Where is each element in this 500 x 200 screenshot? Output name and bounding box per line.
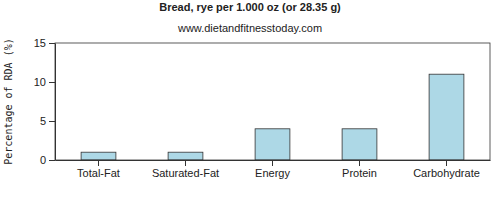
y-tick: 10 bbox=[34, 76, 55, 88]
bar bbox=[168, 152, 203, 160]
y-axis-line bbox=[55, 44, 56, 161]
x-tick: Saturated-Fat bbox=[152, 160, 219, 179]
y-axis: 0 5 10 15 bbox=[34, 37, 56, 166]
subtitle: www.dietandfitnesstoday.com bbox=[177, 22, 322, 34]
y-tick-label: 0 bbox=[40, 154, 46, 166]
x-tick-mark bbox=[98, 160, 99, 166]
x-tick-label: Total-Fat bbox=[77, 167, 120, 179]
x-tick-label: Protein bbox=[342, 167, 377, 179]
y-tick: 15 bbox=[34, 37, 55, 49]
x-tick-mark bbox=[446, 160, 447, 166]
bar bbox=[255, 129, 290, 160]
y-axis-title: Percentage of RDA (%) bbox=[3, 38, 14, 164]
y-tick: 5 bbox=[40, 115, 55, 127]
title: Bread, rye per 1.000 oz (or 28.35 g) bbox=[159, 1, 341, 13]
x-tick-label: Carbohydrate bbox=[413, 167, 480, 179]
plot: 0 5 10 15 Total-Fat Saturated-Fat Energy Protei… bbox=[34, 37, 491, 179]
y-tick-label: 10 bbox=[34, 76, 46, 88]
plot-frame bbox=[55, 43, 490, 160]
y-tick-mark bbox=[49, 82, 55, 83]
x-tick-mark bbox=[359, 160, 360, 166]
y-tick-mark bbox=[49, 43, 55, 44]
y-tick-label: 5 bbox=[40, 115, 46, 127]
x-tick: Carbohydrate bbox=[413, 160, 480, 179]
x-tick: Energy bbox=[255, 160, 290, 179]
y-tick-mark bbox=[49, 121, 55, 122]
x-axis: Total-Fat Saturated-Fat Energy Protein Carbo… bbox=[56, 160, 491, 179]
x-tick-mark bbox=[272, 160, 273, 166]
x-tick-label: Saturated-Fat bbox=[152, 167, 219, 179]
y-tick: 0 bbox=[40, 154, 55, 166]
chart: 0 5 10 15 Total-Fat Saturated-Fat Energy Protei… bbox=[0, 0, 500, 200]
bar bbox=[342, 129, 377, 160]
y-tick-label: 15 bbox=[34, 37, 46, 49]
y-tick-mark bbox=[49, 160, 55, 161]
x-tick: Total-Fat bbox=[77, 160, 120, 179]
bar bbox=[429, 74, 464, 160]
x-tick-label: Energy bbox=[255, 167, 290, 179]
x-tick-mark bbox=[185, 160, 186, 166]
x-tick: Protein bbox=[342, 160, 377, 179]
bars bbox=[81, 74, 464, 160]
bar bbox=[81, 152, 116, 160]
